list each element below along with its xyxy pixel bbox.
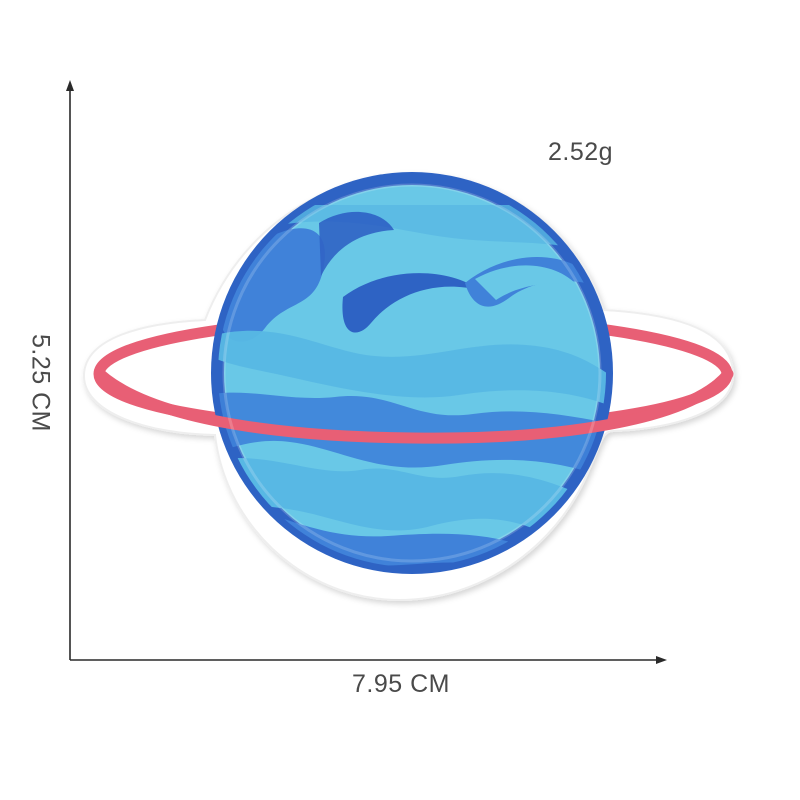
front-ring bbox=[94, 368, 734, 444]
embroidered-planet-patch bbox=[82, 172, 735, 601]
ring-hole-left bbox=[116, 354, 186, 394]
ring-hole-right bbox=[640, 355, 708, 393]
planet-stitch-bands bbox=[218, 205, 606, 567]
height-dimension-label: 5.25 CM bbox=[26, 334, 55, 432]
planet-highlight bbox=[222, 183, 602, 563]
weight-label: 2.52g bbox=[548, 138, 614, 166]
width-dimension-label: 7.95 CM bbox=[352, 670, 450, 698]
measurement-lines bbox=[66, 80, 667, 664]
